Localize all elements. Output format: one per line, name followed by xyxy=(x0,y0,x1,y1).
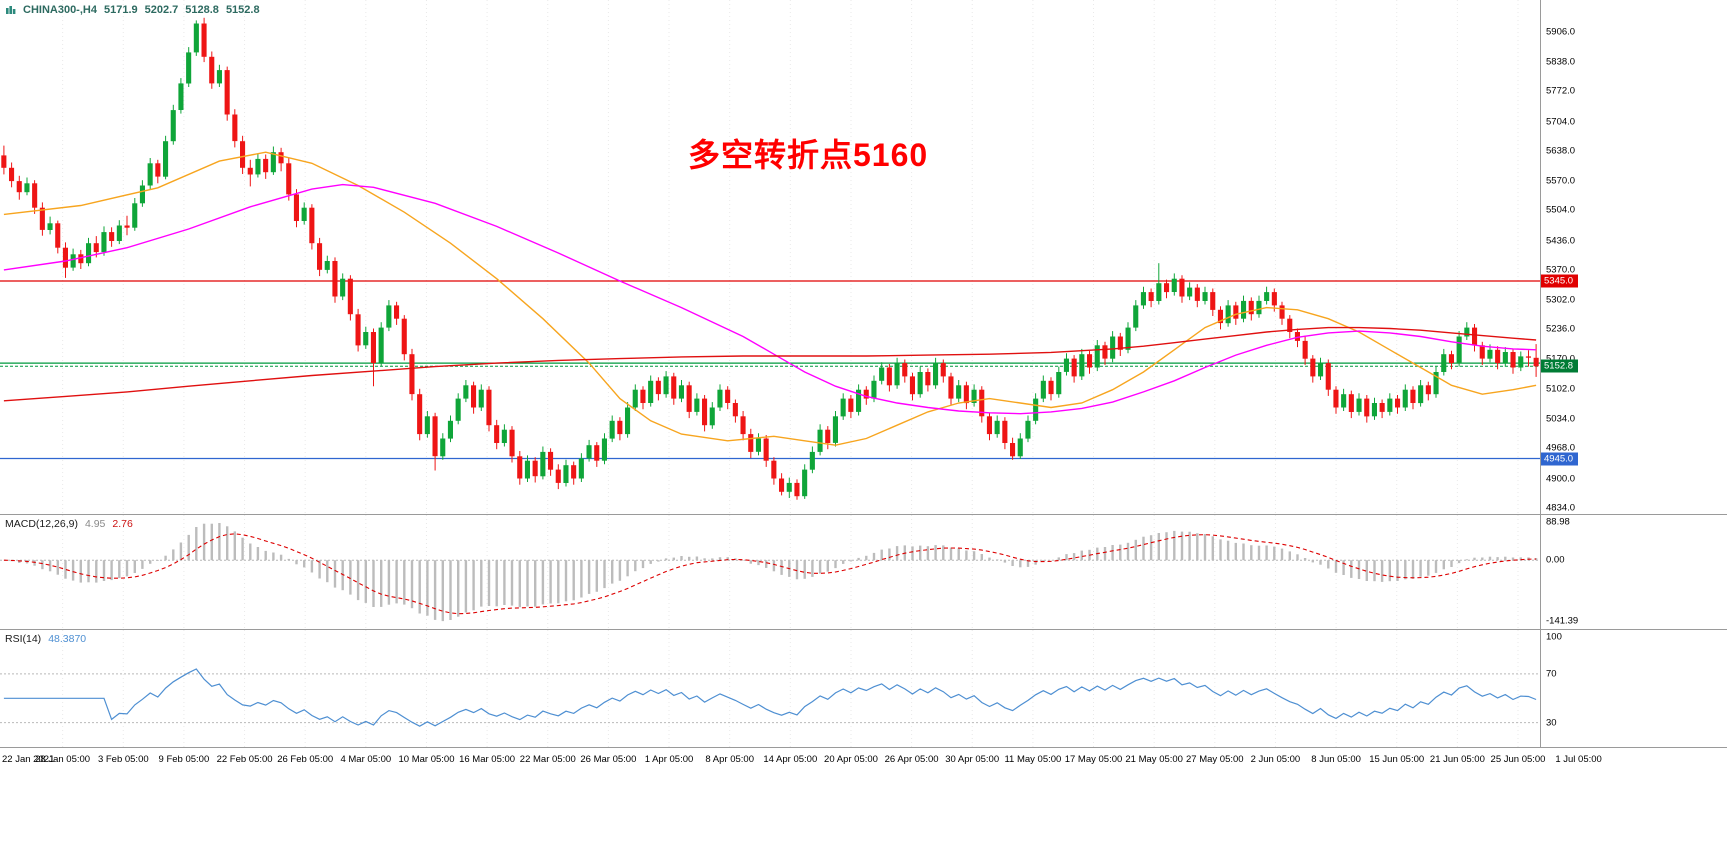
time-axis-label: 4 Mar 05:00 xyxy=(340,754,392,765)
time-axis-label: 21 May 05:00 xyxy=(1125,754,1183,765)
time-axis-label: 11 May 05:00 xyxy=(1004,754,1062,765)
symbol-timeframe-label: CHINA300-,H4 xyxy=(23,4,97,16)
time-axis-label: 26 Apr 05:00 xyxy=(884,754,939,765)
macd-axis-tick: 88.98 xyxy=(1546,516,1570,528)
price-axis-tick: 5504.0 xyxy=(1546,204,1576,216)
price-axis[interactable]: 5906.0 5838.0 5772.0 5704.0 5638.0 5570.0 5504… xyxy=(1540,0,1727,515)
hline-price-badge: 4945.0 xyxy=(1541,452,1579,465)
price-chart-panel[interactable]: CHINA300-,H4 5171.9 5202.7 5128.8 5152.8… xyxy=(0,0,1540,515)
time-axis-label: 8 Jun 05:00 xyxy=(1311,754,1361,765)
time-axis-label: 28 Jan 05:00 xyxy=(35,754,91,765)
price-axis-tick: 4968.0 xyxy=(1546,442,1576,454)
price-axis-tick: 5236.0 xyxy=(1546,323,1576,335)
rsi-axis-tick: 70 xyxy=(1546,668,1557,680)
rsi-line xyxy=(3,668,1537,727)
time-axis-label: 20 Apr 05:00 xyxy=(824,754,878,765)
current-price-badge: 5152.8 xyxy=(1541,359,1579,373)
macd-histogram xyxy=(10,523,1538,622)
time-axis-label: 26 Feb 05:00 xyxy=(277,754,334,765)
ohlc-open: 5171.9 xyxy=(103,4,138,16)
rsi-axis-tick: 100 xyxy=(1546,631,1562,643)
time-axis-label: 2 Jun 05:00 xyxy=(1250,754,1301,765)
time-axis-label: 14 Apr 05:00 xyxy=(763,754,818,765)
time-axis-label: 22 Feb 05:00 xyxy=(216,754,273,765)
time-axis-label: 30 Apr 05:00 xyxy=(945,754,1000,765)
time-axis[interactable]: 22 Jan 2021 28 Jan 05:00 3 Feb 05:00 9 Feb … xyxy=(0,748,1727,774)
moving-averages-layer xyxy=(3,151,1537,446)
horizontal-lines-layer[interactable] xyxy=(0,280,1540,460)
ohlc-low: 5128.8 xyxy=(185,4,219,16)
ohlc-high: 5202.7 xyxy=(144,4,179,16)
price-axis-tick: 5102.0 xyxy=(1546,383,1576,395)
time-axis-label: 8 Apr 05:00 xyxy=(705,754,754,765)
candles-layer xyxy=(1,17,1539,500)
price-axis-tick: 5436.0 xyxy=(1546,235,1576,247)
price-axis-tick: 5906.0 xyxy=(1546,26,1576,38)
price-axis-tick: 5302.0 xyxy=(1546,294,1576,306)
time-axis-label: 10 Mar 05:00 xyxy=(398,754,455,765)
price-axis-tick: 5034.0 xyxy=(1546,413,1576,425)
macd-label: MACD(12,26,9) xyxy=(5,518,78,530)
grid-layer xyxy=(0,630,1540,747)
time-axis-label: 15 Jun 05:00 xyxy=(1369,754,1425,765)
macd-header: MACD(12,26,9) 4.95 2.76 xyxy=(5,518,133,530)
price-axis-tick: 5570.0 xyxy=(1546,175,1576,187)
time-axis-label: 9 Feb 05:00 xyxy=(158,754,210,765)
macd-panel[interactable]: MACD(12,26,9) 4.95 2.76 xyxy=(0,515,1540,630)
price-axis-tick: 5370.0 xyxy=(1546,264,1576,276)
rsi-axis-tick: 30 xyxy=(1546,717,1557,729)
chart-header: CHINA300-,H4 5171.9 5202.7 5128.8 5152.8 xyxy=(5,4,260,16)
ohlc-close: 5152.8 xyxy=(225,4,260,16)
price-axis-tick: 4900.0 xyxy=(1546,473,1576,484)
time-axis-label: 16 Mar 05:00 xyxy=(459,754,516,765)
rsi-panel[interactable]: RSI(14) 48.3870 xyxy=(0,630,1540,748)
price-axis-tick: 5704.0 xyxy=(1546,116,1576,128)
price-axis-tick: 5838.0 xyxy=(1546,56,1576,68)
grid-layer xyxy=(62,0,1519,514)
macd-axis[interactable]: 88.98 0.00 -141.39 xyxy=(1540,515,1727,630)
macd-signal-value: 2.76 xyxy=(112,518,133,530)
chart-icon xyxy=(5,5,16,16)
rsi-axis[interactable]: 100 70 30 xyxy=(1540,630,1727,748)
rsi-label: RSI(14) xyxy=(5,633,42,645)
macd-signal-line xyxy=(3,533,1537,615)
price-chart-canvas[interactable] xyxy=(0,0,1540,514)
macd-axis-tick: -141.39 xyxy=(1546,615,1579,627)
time-axis-label: 3 Feb 05:00 xyxy=(97,754,149,765)
price-axis-tick: 5772.0 xyxy=(1546,85,1576,97)
time-axis-label: 1 Apr 05:00 xyxy=(644,754,694,765)
grid-layer xyxy=(0,515,1540,629)
time-axis-label: 22 Mar 05:00 xyxy=(519,754,576,765)
rsi-canvas[interactable] xyxy=(0,630,1540,747)
annotation-text: 多空转折点5160 xyxy=(688,137,929,173)
time-axis-label: 26 Mar 05:00 xyxy=(580,754,637,765)
price-axis-tick: 5638.0 xyxy=(1546,145,1576,157)
rsi-value: 48.3870 xyxy=(48,633,87,645)
time-axis-label: 1 Jul 05:00 xyxy=(1555,754,1602,765)
time-axis-label: 17 May 05:00 xyxy=(1064,754,1123,765)
hline-price-badge: 5345.0 xyxy=(1541,274,1579,288)
macd-main-value: 4.95 xyxy=(84,518,106,530)
price-axis-tick: 4834.0 xyxy=(1546,502,1576,514)
time-axis-label: 21 Jun 05:00 xyxy=(1429,754,1485,765)
price-axis-tick: 5170.0 xyxy=(1546,353,1576,365)
time-axis-label: 25 Jun 05:00 xyxy=(1490,754,1546,765)
time-axis-label: 27 May 05:00 xyxy=(1186,754,1244,765)
rsi-header: RSI(14) 48.3870 xyxy=(5,633,86,645)
time-axis-label: 22 Jan 2021 xyxy=(2,754,55,765)
macd-canvas[interactable] xyxy=(0,515,1540,629)
macd-axis-tick: 0.00 xyxy=(1546,554,1565,566)
